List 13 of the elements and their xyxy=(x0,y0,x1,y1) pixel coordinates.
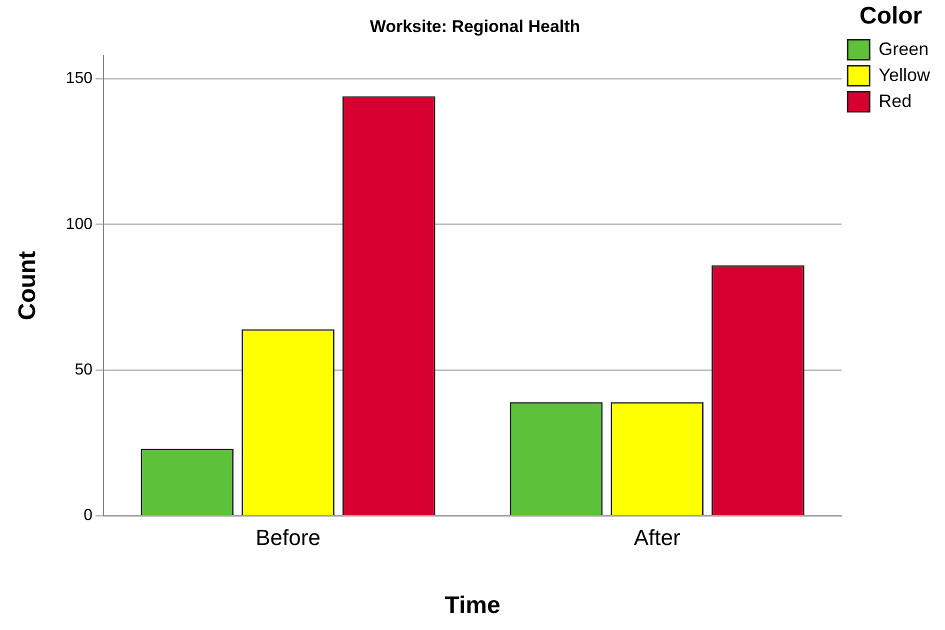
x-tick-label: After xyxy=(634,525,680,550)
y-axis-title: Count xyxy=(14,250,42,320)
x-axis-title: Time xyxy=(444,592,500,620)
x-tick-label: Before xyxy=(256,525,320,550)
y-tick-label: 0 xyxy=(84,507,93,524)
chart-title: Worksite: Regional Health xyxy=(370,16,580,36)
y-tick-label: 150 xyxy=(66,70,93,88)
legend-label: Red xyxy=(878,90,912,111)
legend-label: Green xyxy=(878,38,929,59)
legend-title: Color xyxy=(859,2,922,30)
y-tick-label: 100 xyxy=(66,216,93,233)
y-tick-label: 50 xyxy=(74,362,93,379)
legend-label: Yellow xyxy=(878,64,931,85)
